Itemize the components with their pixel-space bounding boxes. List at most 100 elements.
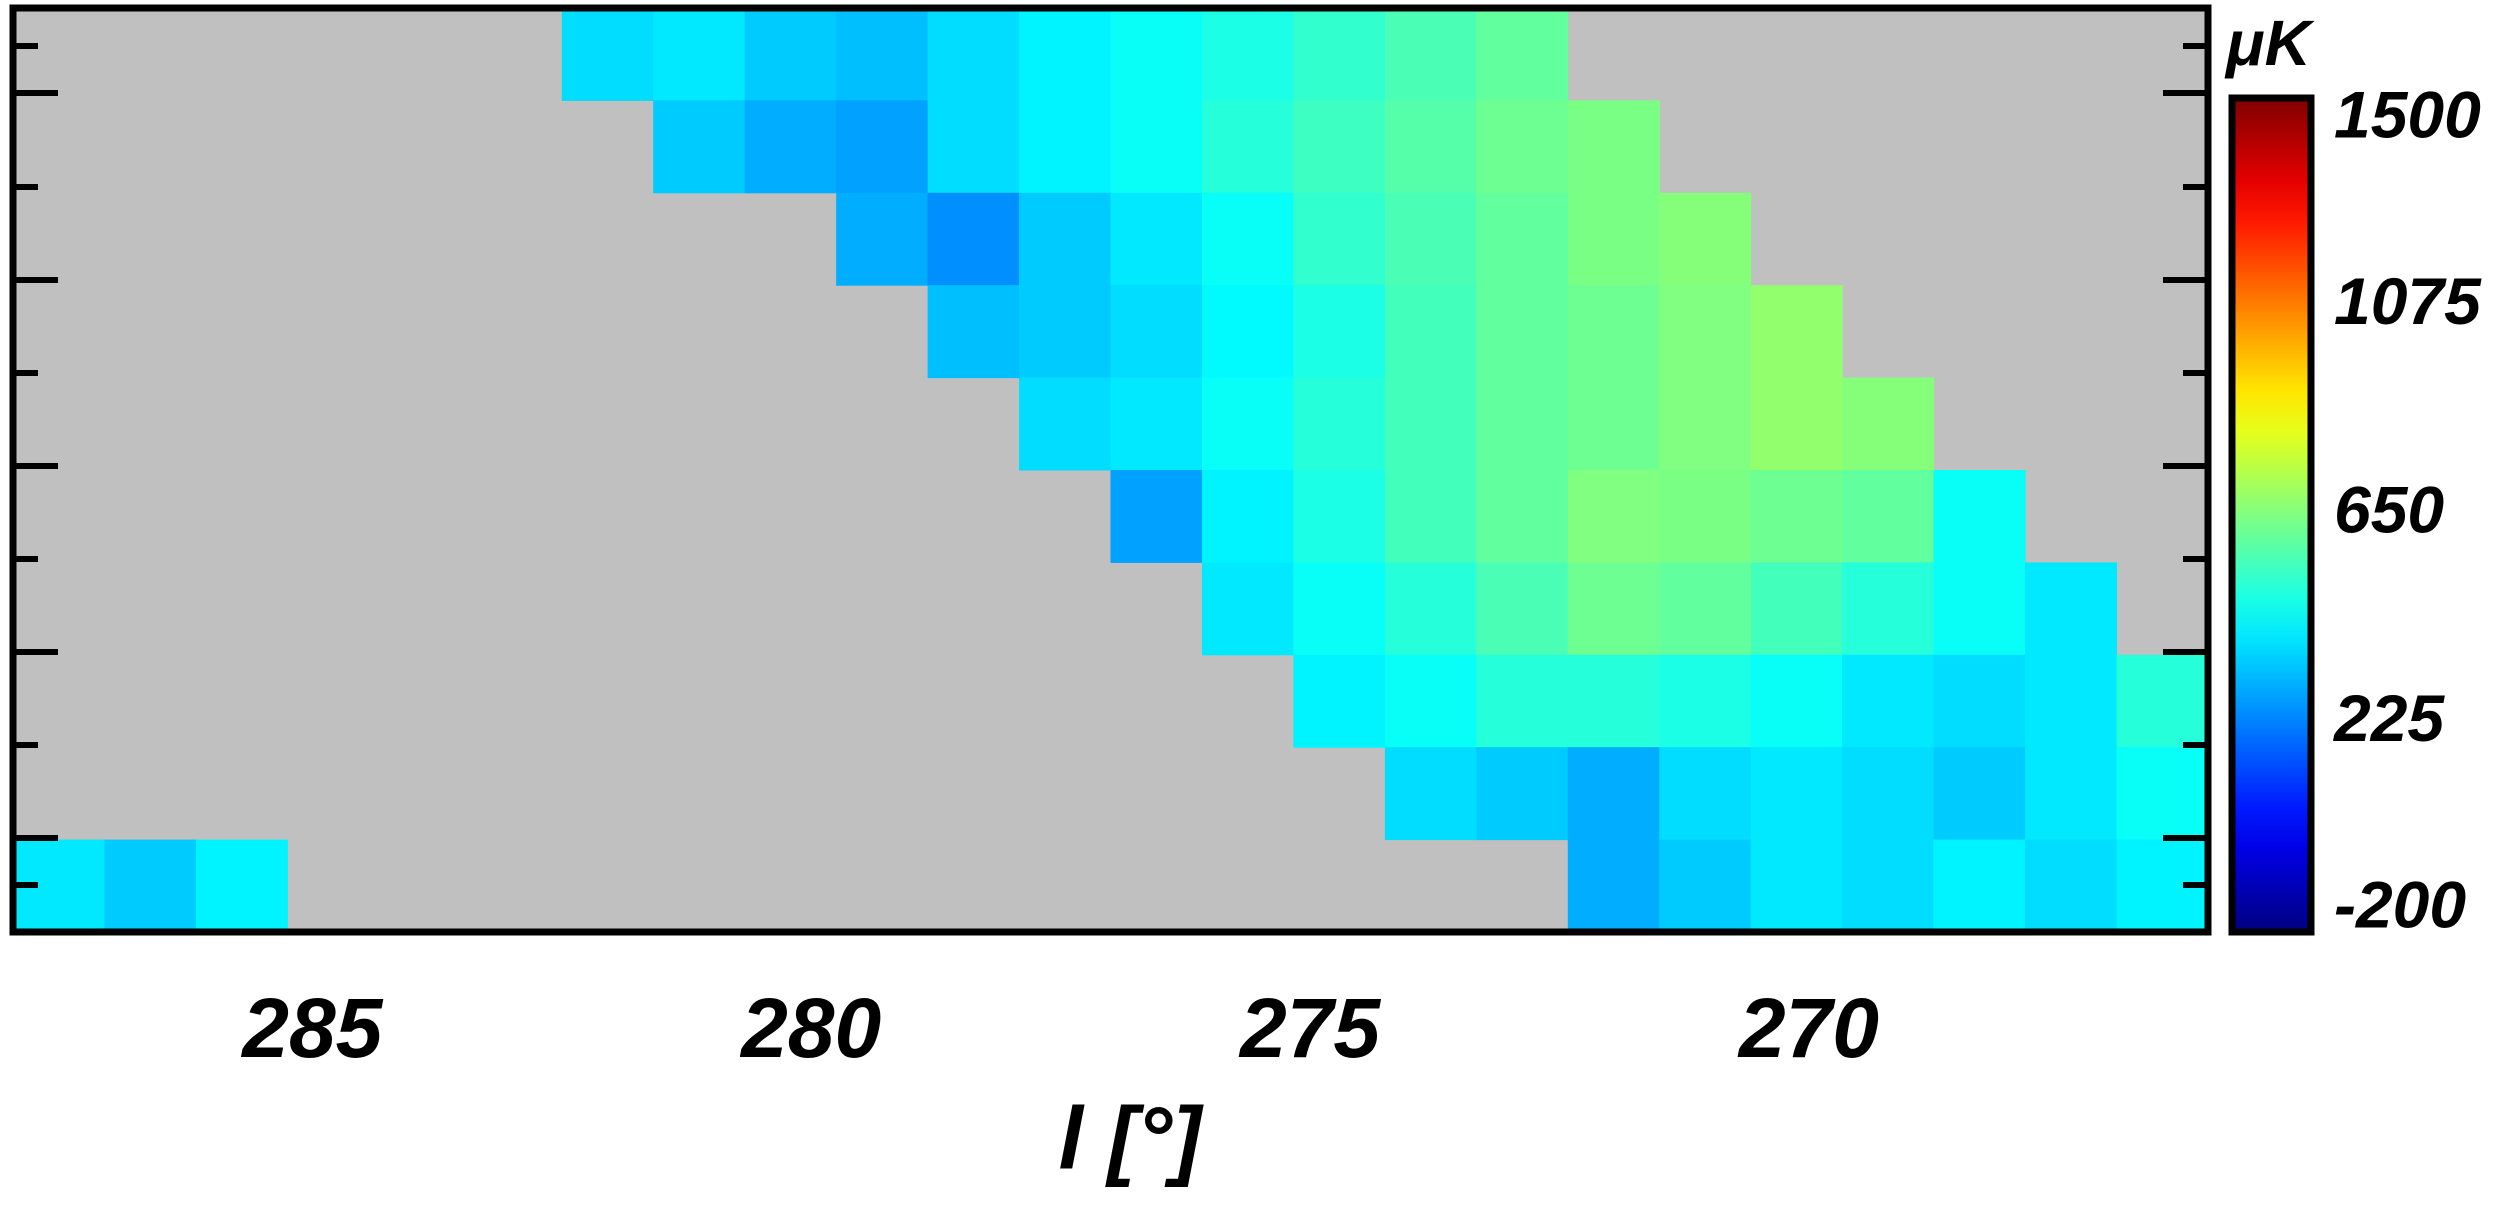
map-cell bbox=[1476, 470, 1569, 563]
map-cell bbox=[195, 839, 288, 933]
map-cell bbox=[1842, 562, 1935, 656]
map-cell bbox=[1750, 470, 1843, 563]
map-cell bbox=[1933, 470, 2026, 563]
map-cell bbox=[1293, 100, 1386, 194]
map-cell bbox=[1476, 747, 1569, 841]
map-cell bbox=[1659, 377, 1752, 471]
map-cell bbox=[1110, 192, 1203, 286]
map-cell bbox=[927, 285, 1020, 379]
map-cell bbox=[2025, 562, 2118, 656]
map-cell bbox=[2116, 654, 2209, 748]
map-cell bbox=[836, 8, 929, 101]
map-cell bbox=[1659, 747, 1752, 841]
map-cell bbox=[2116, 747, 2209, 841]
colorbar-tick-label: 650 bbox=[2334, 472, 2444, 546]
map-cell bbox=[653, 8, 746, 101]
map-cell bbox=[1750, 839, 1843, 933]
map-cell bbox=[1567, 285, 1660, 379]
map-cell bbox=[1750, 654, 1843, 748]
map-cell bbox=[1293, 285, 1386, 379]
map-cell bbox=[1659, 562, 1752, 656]
map-cell bbox=[1842, 654, 1935, 748]
map-cell bbox=[104, 839, 197, 933]
map-cell bbox=[1476, 562, 1569, 656]
map-cell bbox=[1293, 470, 1386, 563]
map-cell bbox=[1476, 192, 1569, 286]
map-cell bbox=[2025, 747, 2118, 841]
map-cell bbox=[2025, 839, 2118, 933]
map-cell bbox=[1476, 654, 1569, 748]
colorbar-tick-label: 1500 bbox=[2334, 77, 2481, 151]
map-cell bbox=[1384, 377, 1477, 471]
map-cell bbox=[1750, 747, 1843, 841]
map-cell bbox=[1567, 100, 1660, 194]
map-cell bbox=[1567, 192, 1660, 286]
map-cell bbox=[1293, 562, 1386, 656]
map-cell bbox=[1384, 562, 1477, 656]
map-cell bbox=[1750, 562, 1843, 656]
map-cell bbox=[1384, 470, 1477, 563]
colorbar-tick-label: 225 bbox=[2332, 681, 2445, 755]
colorbar-tick-label: -200 bbox=[2334, 867, 2466, 941]
map-cell bbox=[1201, 470, 1294, 563]
colorbar-tick-label: 1075 bbox=[2334, 264, 2482, 338]
map-cell bbox=[1842, 839, 1935, 933]
map-cell bbox=[1659, 839, 1752, 933]
map-cell bbox=[1019, 100, 1111, 194]
map-cell bbox=[1110, 470, 1203, 563]
x-tick-label: 280 bbox=[739, 981, 881, 1075]
y-axis-ticks bbox=[13, 43, 2208, 888]
x-tick-label: 285 bbox=[240, 981, 383, 1075]
map-cell bbox=[653, 100, 746, 194]
map-cell bbox=[1933, 839, 2026, 933]
map-cell bbox=[1567, 747, 1660, 841]
map-cell bbox=[1476, 377, 1569, 471]
map-cell bbox=[1384, 654, 1477, 748]
map-cell bbox=[836, 100, 929, 194]
map-cell bbox=[1567, 562, 1660, 656]
colorbar-label: μK bbox=[2224, 7, 2316, 79]
map-cell bbox=[1201, 377, 1294, 471]
map-cell bbox=[1659, 470, 1752, 563]
map-cell bbox=[744, 100, 837, 194]
map-cell bbox=[1110, 100, 1203, 194]
map-cell bbox=[1933, 654, 2026, 748]
map-cell bbox=[1933, 747, 2026, 841]
map-cell bbox=[1476, 100, 1569, 194]
map-cell bbox=[1842, 377, 1935, 471]
map-cell bbox=[1293, 654, 1386, 748]
map-cell bbox=[1659, 285, 1752, 379]
map-cell bbox=[1293, 192, 1386, 286]
x-tick-label: 270 bbox=[1737, 981, 1879, 1075]
map-cell bbox=[1110, 285, 1203, 379]
map-cell bbox=[1019, 285, 1111, 379]
map-cell bbox=[1201, 192, 1294, 286]
map-cells bbox=[13, 8, 2209, 933]
map-cell bbox=[1201, 285, 1294, 379]
map-cell bbox=[1750, 285, 1843, 379]
map-cell bbox=[1384, 747, 1477, 841]
plot-frame bbox=[9, 4, 2212, 936]
map-cell bbox=[1567, 839, 1660, 933]
map-cell bbox=[1201, 8, 1294, 101]
map-cell bbox=[927, 8, 1020, 101]
map-cell bbox=[1110, 377, 1203, 471]
map-cell bbox=[1293, 8, 1386, 101]
map-cell bbox=[1567, 470, 1660, 563]
map-cell bbox=[1567, 377, 1660, 471]
colorbar bbox=[2228, 94, 2315, 936]
map-cell bbox=[1567, 654, 1660, 748]
map-cell bbox=[1384, 100, 1477, 194]
map-cell bbox=[1842, 470, 1935, 563]
x-axis-label: l [°] bbox=[1059, 1088, 1204, 1187]
map-cell bbox=[1201, 562, 1294, 656]
map-cell bbox=[1659, 192, 1752, 286]
map-cell bbox=[1476, 8, 1569, 101]
map-cell bbox=[1201, 100, 1294, 194]
map-cell bbox=[1293, 377, 1386, 471]
map-cell bbox=[1019, 192, 1111, 286]
map-cell bbox=[1659, 654, 1752, 748]
map-cell bbox=[561, 8, 654, 101]
map-cell bbox=[1842, 747, 1935, 841]
map-cell bbox=[1933, 562, 2026, 656]
